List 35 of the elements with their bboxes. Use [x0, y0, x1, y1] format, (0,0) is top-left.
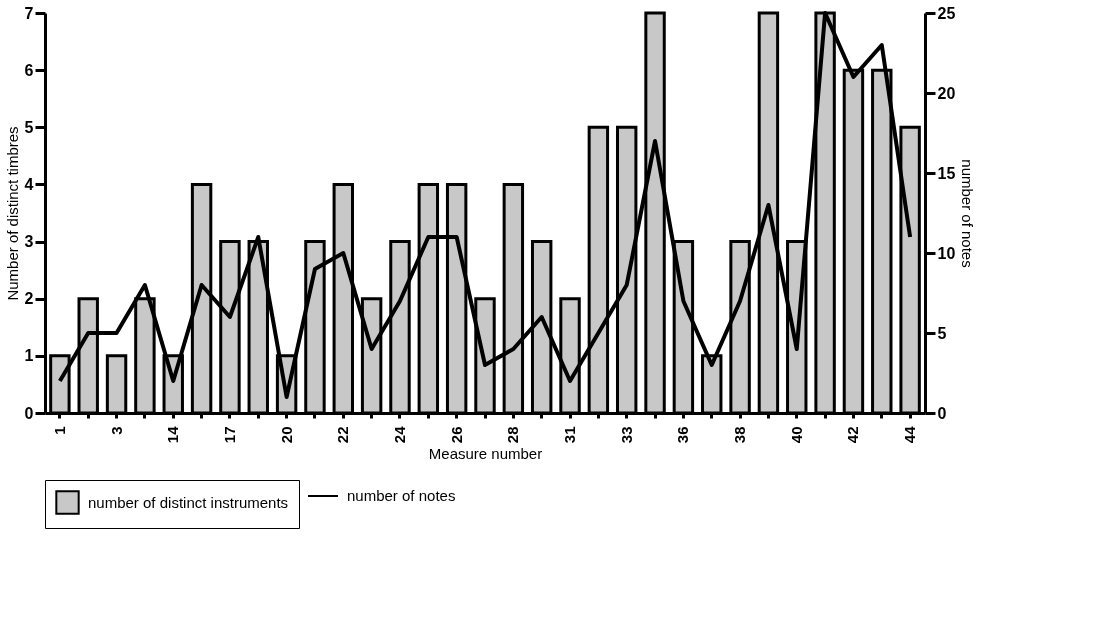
y-tick-label: 0 — [24, 404, 34, 422]
y2-tick-label: 10 — [937, 244, 956, 262]
y-tick-label: 6 — [24, 61, 34, 79]
x-tick-label: 24 — [390, 425, 408, 444]
y-tick-label: 7 — [24, 4, 34, 22]
x-tick-label: 14 — [164, 425, 182, 444]
x-tick-label: 42 — [844, 426, 862, 444]
y-tick-label: 2 — [24, 290, 34, 308]
x-tick-label: 31 — [561, 426, 579, 444]
x-tick-label: 3 — [107, 426, 125, 435]
y-tick-label: 3 — [24, 233, 34, 251]
y2-tick-label: 20 — [937, 84, 956, 102]
y2-axis-title: number of notes — [959, 159, 977, 268]
x-tick-label: 28 — [504, 426, 522, 444]
x-tick-label: 26 — [447, 426, 465, 444]
y-tick-label: 5 — [24, 118, 34, 136]
x-tick-label: 36 — [674, 426, 692, 444]
x-tick-label: 44 — [901, 425, 919, 444]
y-axis-title: Number of distinct timbres — [3, 126, 21, 301]
y2-tick-label: 0 — [937, 404, 947, 422]
y-tick-label: 4 — [24, 175, 34, 193]
x-tick-label: 33 — [617, 426, 635, 444]
x-tick-label: 20 — [277, 426, 295, 444]
legend-label: number of notes — [347, 487, 456, 504]
y2-tick-label: 15 — [937, 164, 956, 182]
y2-tick-label: 25 — [937, 4, 956, 22]
x-tick-label: 1 — [50, 426, 68, 435]
legend-label: number of distinct instruments — [88, 493, 289, 511]
x-axis-title: Measure number — [428, 445, 543, 463]
x-tick-label: 17 — [220, 426, 238, 444]
y2-tick-label: 5 — [937, 324, 947, 342]
x-tick-label: 38 — [731, 426, 749, 444]
x-tick-label: 40 — [787, 426, 805, 444]
x-tick-label: 22 — [334, 426, 352, 444]
y-tick-label: 1 — [24, 347, 34, 365]
